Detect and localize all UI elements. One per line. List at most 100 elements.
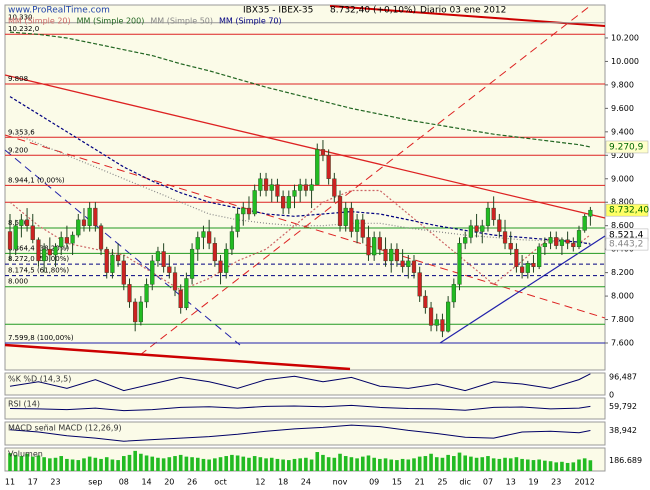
volume-bar bbox=[412, 458, 416, 471]
candle-body bbox=[508, 243, 513, 250]
candle-body bbox=[372, 237, 377, 256]
x-tick-label: 17 bbox=[28, 478, 38, 487]
indicator-line bbox=[9, 424, 591, 442]
candle-body bbox=[354, 219, 360, 232]
volume-bar bbox=[378, 458, 382, 471]
volume-bar bbox=[82, 458, 86, 471]
candle-body bbox=[502, 231, 508, 244]
candle-body bbox=[468, 225, 473, 238]
volume-bar bbox=[520, 458, 524, 471]
candle-body bbox=[292, 190, 297, 197]
volume-bar bbox=[252, 456, 257, 471]
volume-bar bbox=[213, 458, 217, 471]
legend-entry: MM (Simple 50) bbox=[150, 17, 213, 26]
volume-bar bbox=[525, 459, 530, 471]
candle-body bbox=[30, 225, 35, 240]
volume-bar bbox=[235, 455, 240, 471]
volume-bar bbox=[281, 459, 285, 471]
trend-line bbox=[4, 74, 606, 219]
candle-body bbox=[588, 209, 593, 217]
candle-body bbox=[144, 284, 149, 303]
volume-bar bbox=[207, 459, 211, 471]
volume-bar bbox=[406, 459, 411, 471]
volume-bar bbox=[423, 456, 428, 471]
trend-line bbox=[4, 343, 351, 371]
candle-body bbox=[212, 243, 217, 262]
candle-body bbox=[70, 234, 75, 244]
volume-bar bbox=[195, 457, 200, 471]
candle-body bbox=[514, 248, 519, 267]
x-tick-label: 18 bbox=[278, 478, 288, 487]
volume-bar bbox=[247, 457, 251, 471]
volume-bar bbox=[309, 459, 314, 471]
x-tick-label: dic bbox=[459, 478, 471, 487]
candle-body bbox=[281, 196, 286, 209]
candle-body bbox=[93, 207, 98, 226]
level-label: 9.808 bbox=[8, 75, 28, 83]
y-tick-label: 8.000 bbox=[611, 292, 634, 301]
candle-body bbox=[241, 207, 246, 215]
volume-bar bbox=[201, 458, 206, 471]
period: Diario 03 ene 2012 bbox=[420, 6, 506, 16]
volume-bar bbox=[110, 459, 115, 471]
moving-average bbox=[9, 96, 591, 245]
candle-body bbox=[59, 237, 64, 248]
legend-entry: MM (Simple 70) bbox=[219, 17, 282, 26]
volume-bar bbox=[70, 459, 75, 471]
volume-bar bbox=[224, 456, 229, 471]
candle-body bbox=[320, 149, 326, 156]
candle-body bbox=[235, 213, 240, 232]
candle-body bbox=[434, 319, 439, 326]
volume-bar bbox=[275, 458, 280, 471]
volume-bar bbox=[395, 460, 399, 471]
candle-body bbox=[582, 216, 587, 231]
candle-body bbox=[315, 149, 320, 185]
volume-bar bbox=[122, 456, 126, 471]
candle-body bbox=[275, 184, 280, 197]
candle-body bbox=[218, 260, 223, 273]
x-tick-label: 11 bbox=[5, 478, 15, 487]
volume-bar bbox=[65, 458, 69, 471]
volume-bar bbox=[76, 460, 81, 471]
candle-body bbox=[485, 207, 491, 226]
volume-bar bbox=[241, 456, 246, 471]
volume-bar bbox=[13, 454, 18, 471]
candle-body bbox=[537, 246, 542, 267]
volume-bar bbox=[565, 462, 570, 471]
volume-bar bbox=[161, 458, 166, 471]
x-tick-label: 24 bbox=[301, 478, 311, 487]
candle-body bbox=[155, 251, 161, 262]
candle-body bbox=[554, 237, 559, 246]
candle-body bbox=[269, 184, 274, 191]
price-tag-label: 8.521,4 bbox=[609, 230, 644, 240]
x-tick-label: 23 bbox=[50, 478, 60, 487]
candle-body bbox=[195, 237, 200, 250]
candle-body bbox=[133, 301, 138, 323]
candle-body bbox=[309, 184, 314, 191]
candle-body bbox=[178, 290, 183, 309]
volume-bar bbox=[127, 454, 132, 471]
candle-body bbox=[246, 207, 252, 215]
site-name: www.ProRealTime.com bbox=[8, 6, 110, 16]
candle-body bbox=[428, 307, 434, 326]
volume-bar bbox=[588, 460, 593, 471]
price-tag-label: 8.732,40 bbox=[609, 206, 649, 216]
panel-title: Volumen bbox=[8, 450, 43, 459]
volume-bar bbox=[434, 457, 439, 471]
candle-body bbox=[349, 207, 354, 232]
level-label: 7.599,8 (100,00%) bbox=[8, 334, 74, 342]
volume-bar bbox=[360, 456, 365, 471]
panel-value: 0 bbox=[609, 391, 614, 400]
candle-body bbox=[451, 284, 456, 303]
volume-bar bbox=[42, 457, 46, 471]
volume-bar bbox=[184, 456, 189, 471]
x-tick-label: oct bbox=[214, 478, 226, 487]
volume-bar bbox=[417, 456, 422, 471]
volume-bar bbox=[537, 459, 541, 471]
candle-body bbox=[161, 251, 166, 267]
volume-bar bbox=[258, 457, 263, 471]
volume-bar bbox=[93, 457, 98, 471]
candle-body bbox=[332, 178, 337, 197]
volume-bar bbox=[315, 452, 320, 471]
volume-bar bbox=[104, 457, 109, 471]
